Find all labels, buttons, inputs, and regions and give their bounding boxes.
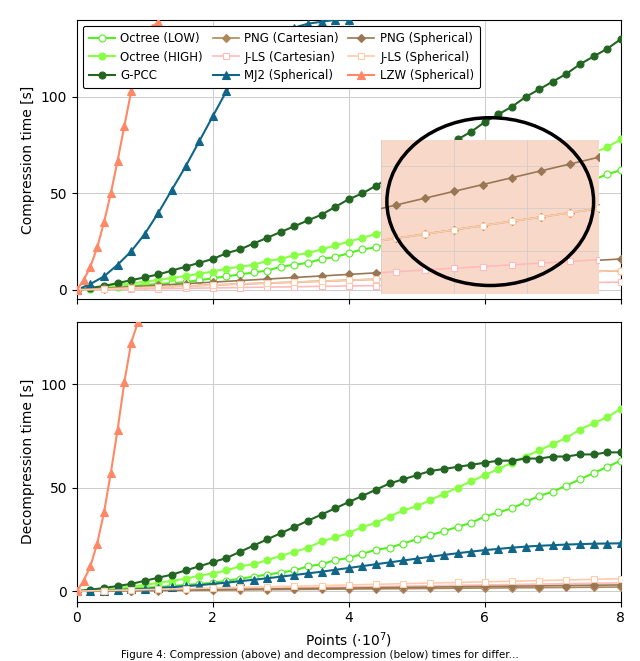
Y-axis label: Compression time [s]: Compression time [s] [21,85,35,234]
Text: Figure 4: Compression (above) and decompression (below) times for differ...: Figure 4: Compression (above) and decomp… [121,650,519,660]
Legend: Octree (LOW), Octree (HIGH), G-PCC, PNG (Cartesian), J-LS (Cartesian), MJ2 (Sphe: Octree (LOW), Octree (HIGH), G-PCC, PNG … [83,26,481,89]
X-axis label: Points ($\cdot10^7$): Points ($\cdot10^7$) [305,631,392,650]
Y-axis label: Decompression time [s]: Decompression time [s] [21,379,35,545]
